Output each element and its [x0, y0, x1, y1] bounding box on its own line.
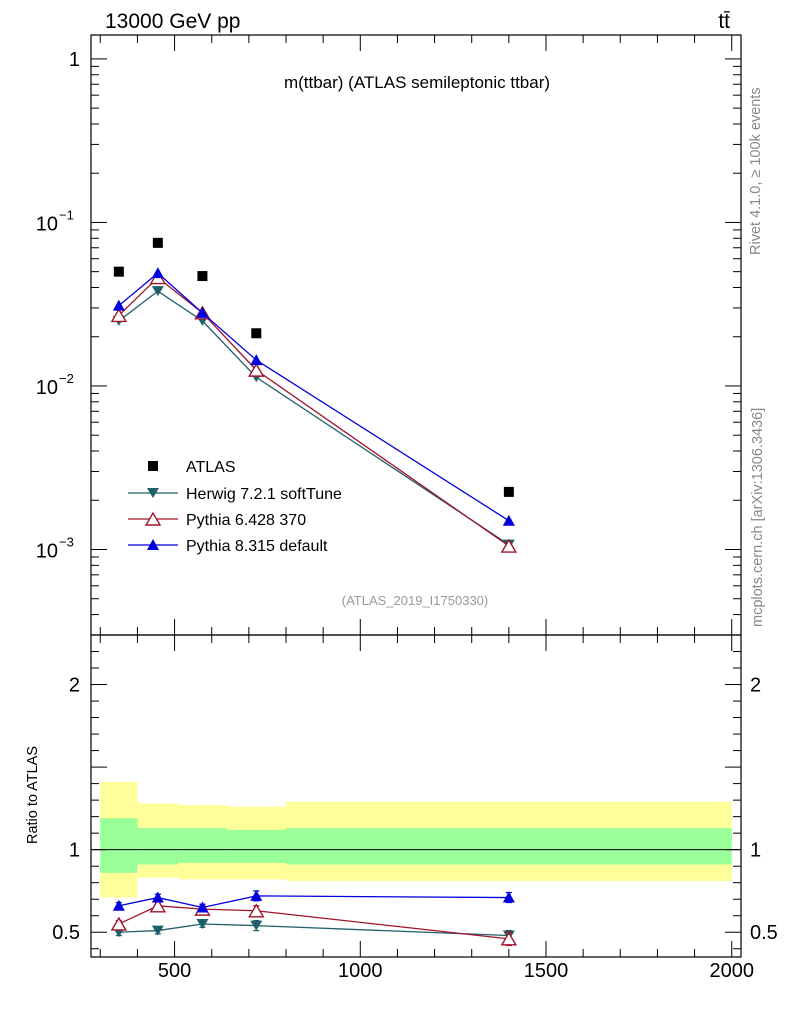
- legend-marker-herwig: [147, 488, 159, 498]
- main-point-pythia6-0: [110, 308, 128, 323]
- legend-marker-pythia8: [147, 539, 159, 550]
- ratio-ytick-label-right-0: 0.5: [750, 922, 778, 944]
- ratio-ytick-label-right-2: 2: [750, 675, 761, 697]
- main-point-pythia8-0: [112, 299, 125, 311]
- ratio-series-herwig: [112, 918, 515, 942]
- band-inner-0: [100, 818, 138, 873]
- main-point-pythia8-2: [196, 306, 209, 318]
- main-line-herwig: [118, 290, 510, 546]
- main-series-pythia6: [110, 270, 518, 553]
- main-series-atlas: [113, 237, 514, 497]
- legend-entry-atlas: ATLAS: [148, 459, 236, 476]
- ratio-point-pythia8-0: [112, 899, 125, 911]
- ratio-ytick-label-left-1: 1: [69, 840, 80, 862]
- ratio-xtick-label-3: 2000: [709, 960, 754, 982]
- rivet-version-label: Rivet 4.1.0, ≥ 100k events: [748, 87, 764, 255]
- main-point-pythia8-3: [250, 354, 263, 366]
- ratio-ytick-label-left-0: 0.5: [52, 922, 80, 944]
- ratio-ytick-label-right-1: 1: [750, 840, 761, 862]
- legend-label-atlas: ATLAS: [186, 459, 236, 476]
- main-point-herwig-1: [151, 286, 164, 297]
- ratio-xtick-label-0: 500: [158, 960, 191, 982]
- data-series: [110, 237, 518, 947]
- legend-entry-pythia6: Pythia 6.428 370: [128, 511, 306, 529]
- analysis-id: (ATLAS_2019_I1750330): [342, 593, 488, 608]
- main-series-pythia8: [112, 267, 515, 526]
- legend-label-pythia8: Pythia 8.315 default: [186, 538, 328, 555]
- ratio-xtick-label-1: 1000: [338, 960, 383, 982]
- main-ytick-label-exp-1: −1: [59, 207, 74, 222]
- band-inner-3: [226, 829, 286, 863]
- legend-entry-herwig: Herwig 7.2.1 softTune: [128, 486, 342, 503]
- plot-title: m(ttbar) (ATLAS semileptonic ttbar): [284, 73, 550, 92]
- ratio-xtick-label-2: 1500: [524, 960, 569, 982]
- ratio-point-herwig-3: [250, 920, 263, 931]
- collision-label: 13000 GeV pp: [105, 10, 240, 33]
- band-inner-1: [137, 828, 179, 865]
- band-inner-4: [286, 828, 732, 865]
- ratio-point-pythia8-1: [151, 891, 164, 903]
- ratio-axis-label: Ratio to ATLAS: [25, 746, 41, 844]
- legend-label-pythia6: Pythia 6.428 370: [186, 512, 306, 529]
- main-point-atlas-4: [503, 486, 514, 497]
- ratio-ytick-label-left-2: 2: [69, 675, 80, 697]
- ratio-point-herwig-2: [196, 918, 209, 929]
- ratio-series-pythia8: [112, 889, 515, 913]
- main-point-atlas-3: [251, 328, 262, 339]
- ratio-point-pythia8-3: [250, 889, 263, 901]
- process-label: tt̄: [718, 10, 730, 33]
- legend-marker-atlas: [148, 461, 158, 471]
- ratio-uncertainty-bands: [91, 781, 741, 898]
- band-inner-2: [178, 828, 227, 863]
- main-point-atlas-2: [197, 271, 208, 282]
- main-ytick-label-base-1: 10: [36, 213, 58, 235]
- legend-marker-pythia6: [144, 511, 162, 526]
- main-point-pythia8-4: [502, 514, 515, 526]
- ratio-line-herwig: [118, 923, 509, 937]
- mcplots-label: mcplots.cern.ch [arXiv:1306.3436]: [750, 408, 766, 627]
- main-ytick-label-base-2: 10: [36, 377, 58, 399]
- main-line-pythia6: [118, 276, 510, 547]
- ratio-point-herwig-1: [151, 925, 164, 936]
- main-ytick-label-base-3: 10: [36, 540, 58, 562]
- ratio-series-pythia6: [110, 898, 518, 947]
- ratio-point-pythia6-1: [149, 898, 167, 913]
- ratio-point-pythia8-2: [196, 901, 209, 913]
- ratio-line-pythia8: [118, 895, 509, 909]
- main-ytick-label-exp-3: −3: [59, 534, 74, 549]
- ratio-point-pythia8-4: [502, 891, 515, 903]
- ratio-point-pythia6-0: [110, 916, 128, 931]
- legend-label-herwig: Herwig 7.2.1 softTune: [186, 486, 342, 503]
- main-point-atlas-1: [152, 237, 163, 248]
- main-ytick-label-exp-2: −2: [59, 371, 74, 386]
- ratio-plot-frame: [90, 634, 742, 958]
- main-series-herwig: [112, 286, 515, 550]
- ratio-point-pythia6-3: [248, 903, 265, 918]
- main-point-atlas-0: [113, 266, 124, 277]
- main-ytick-label-0: 1: [69, 49, 80, 71]
- ratio-point-pythia6-4: [500, 931, 518, 946]
- legend-entry-pythia8: Pythia 8.315 default: [128, 538, 328, 555]
- legend: ATLAS Herwig 7.2.1 softTune Pythia 6.428…: [128, 459, 342, 555]
- main-point-pythia6-3: [248, 362, 265, 377]
- main-line-pythia8: [118, 272, 510, 522]
- main-point-pythia8-1: [151, 267, 164, 279]
- main-point-pythia6-4: [500, 538, 518, 553]
